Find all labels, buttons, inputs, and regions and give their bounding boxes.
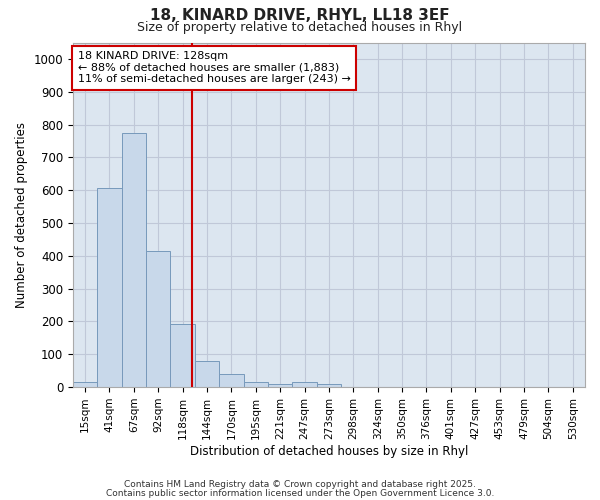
Bar (122, 134, 146, 387)
Bar (146, 251, 170, 387)
Text: Contains public sector information licensed under the Open Government Licence 3.: Contains public sector information licen… (106, 488, 494, 498)
Bar (317, 384, 341, 387)
Bar (268, 384, 292, 387)
Bar (195, 362, 219, 387)
Bar (97, 188, 122, 387)
X-axis label: Distribution of detached houses by size in Rhyl: Distribution of detached houses by size … (190, 444, 468, 458)
Text: 18 KINARD DRIVE: 128sqm
← 88% of detached houses are smaller (1,883)
11% of semi: 18 KINARD DRIVE: 128sqm ← 88% of detache… (78, 51, 351, 84)
Text: 18, KINARD DRIVE, RHYL, LL18 3EF: 18, KINARD DRIVE, RHYL, LL18 3EF (150, 8, 450, 22)
Bar (219, 374, 244, 387)
Bar (244, 382, 268, 387)
Bar (292, 382, 317, 387)
Text: Contains HM Land Registry data © Crown copyright and database right 2025.: Contains HM Land Registry data © Crown c… (124, 480, 476, 489)
Y-axis label: Number of detached properties: Number of detached properties (15, 122, 28, 308)
Bar (73, 382, 97, 387)
Bar (170, 324, 195, 387)
Text: Size of property relative to detached houses in Rhyl: Size of property relative to detached ho… (137, 21, 463, 34)
